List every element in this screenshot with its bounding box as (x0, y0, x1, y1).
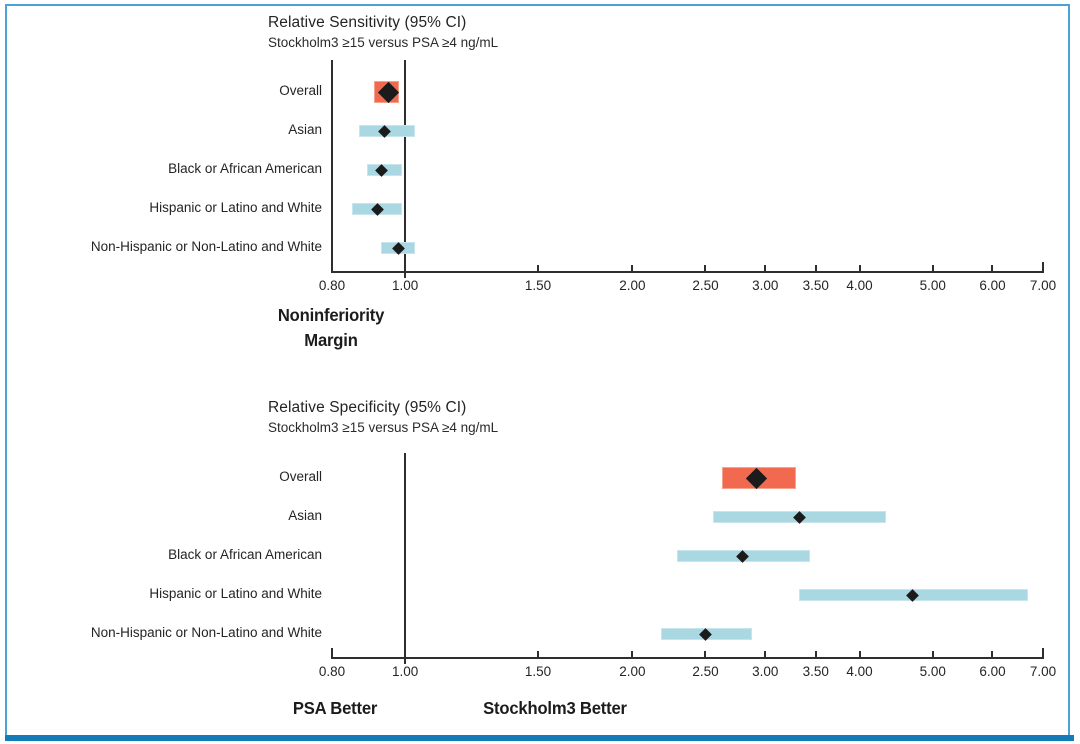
axis-tick-label: 3.50 (802, 664, 829, 679)
sensitivity-chart-title: Relative Sensitivity (95% CI) (268, 14, 467, 31)
psa-better-label: PSA Better (292, 698, 378, 718)
axis-tick (931, 265, 934, 272)
axis-tick-label: 4.00 (846, 278, 873, 293)
axis-tick-label: 1.50 (524, 664, 552, 679)
sensitivity-chart-subtitle: Stockholm3 ≥15 versus PSA ≥4 ng/mL (268, 35, 499, 50)
axis-tick (537, 651, 540, 658)
axis-tick (764, 651, 767, 658)
reference-line (404, 60, 407, 278)
noninferiority-margin-label-line2: Margin (304, 330, 358, 350)
category-label: Asian (288, 122, 322, 137)
category-label: Asian (288, 508, 322, 523)
specificity-chart-title: Relative Specificity (95% CI) (268, 399, 467, 416)
axis-tick (631, 265, 634, 272)
category-label: Non-Hispanic or Non-Latino and White (90, 239, 322, 254)
axis-tick-label: 7.00 (1029, 664, 1057, 679)
figure-bottom-accent-bar (5, 735, 1074, 741)
axis-tick (704, 651, 707, 658)
axis-tick-label: 0.80 (318, 664, 346, 679)
category-label: Overall (279, 83, 322, 98)
axis-tick-label: 6.00 (979, 278, 1006, 293)
axis-tick-label: 0.80 (318, 278, 346, 293)
axis-tick (764, 265, 767, 272)
category-label: Black or African American (168, 547, 322, 562)
axis-tick-label: 3.50 (802, 278, 829, 293)
category-label: Overall (279, 469, 322, 484)
specificity-chart-subtitle: Stockholm3 ≥15 versus PSA ≥4 ng/mL (268, 420, 499, 435)
axis-tick-label: 2.50 (692, 664, 719, 679)
axis-tick (704, 265, 707, 272)
axis-tick-label: 3.00 (752, 664, 779, 679)
category-label: Hispanic or Latino and White (149, 200, 322, 215)
axis-tick-label: 5.00 (919, 664, 946, 679)
axis-tick-label: 1.00 (392, 664, 419, 679)
axis-tick-label: 1.00 (392, 278, 419, 293)
axis-tick-label: 2.50 (692, 278, 719, 293)
axis-tick (331, 648, 333, 658)
axis-tick-label: 1.50 (524, 278, 552, 293)
axis-tick (814, 265, 817, 272)
axis-tick-label: 5.00 (919, 278, 946, 293)
category-label: Hispanic or Latino and White (149, 586, 322, 601)
axis-tick (931, 651, 934, 658)
axis-tick (991, 651, 994, 658)
axis-tick-label: 2.00 (619, 664, 646, 679)
axis-tick-label: 7.00 (1029, 278, 1057, 293)
axis-tick (631, 651, 634, 658)
noninferiority-margin-label: Noninferiority Margin (277, 303, 385, 353)
category-label: Black or African American (168, 161, 322, 176)
axis-tick (814, 651, 817, 658)
category-label: Non-Hispanic or Non-Latino and White (90, 625, 322, 640)
axis-tick-label: 4.00 (846, 664, 873, 679)
axis-tick (537, 265, 540, 272)
axis-tick (858, 651, 861, 658)
axis-tick (991, 265, 994, 272)
axis-tick (1042, 262, 1044, 272)
axis-tick-label: 6.00 (979, 664, 1006, 679)
reference-line (404, 453, 407, 664)
x-axis-line (331, 657, 1044, 659)
noninferiority-margin-line (331, 60, 333, 272)
axis-tick (858, 265, 861, 272)
x-axis-line (331, 271, 1044, 273)
axis-tick-label: 3.00 (752, 278, 779, 293)
noninferiority-margin-label-line1: Noninferiority (277, 305, 385, 325)
axis-tick-label: 2.00 (619, 278, 646, 293)
axis-tick (1042, 648, 1044, 658)
stockholm3-better-label: Stockholm3 Better (483, 698, 627, 718)
